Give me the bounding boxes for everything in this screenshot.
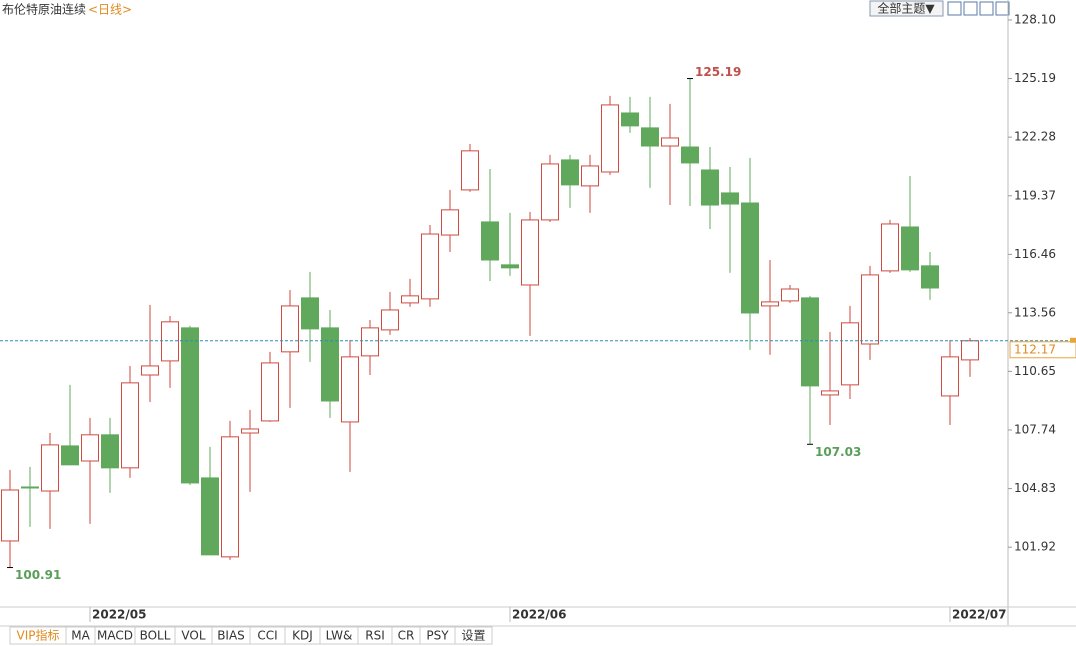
- candle-body: [681, 146, 699, 164]
- candle-body: [881, 223, 899, 272]
- toolbar-icons: [947, 1, 1010, 16]
- current-price-arrow: [1070, 337, 1076, 343]
- candle-body: [461, 150, 479, 191]
- candle-body: [341, 356, 359, 423]
- candle-body: [401, 295, 419, 304]
- indicator-tab-label[interactable]: RSI: [365, 629, 385, 643]
- candle-body: [221, 436, 239, 558]
- indicator-tab-label[interactable]: KDJ: [292, 629, 313, 643]
- candle-body: [941, 356, 959, 397]
- candle-body: [501, 264, 519, 269]
- candle-body: [161, 321, 179, 362]
- candle-body: [381, 309, 399, 331]
- candle-body: [241, 428, 259, 434]
- candle-body: [961, 340, 979, 361]
- y-tick-label: 107.74: [1014, 422, 1056, 436]
- icon-zoom[interactable]: [947, 1, 962, 16]
- candle-body: [521, 219, 539, 286]
- indicator-tab-label[interactable]: BOLL: [140, 629, 171, 643]
- candle-body: [841, 322, 859, 386]
- indicator-tab-label[interactable]: LW&: [326, 629, 353, 643]
- candle-body: [21, 486, 39, 489]
- candle-body: [201, 477, 219, 556]
- icon-shrink[interactable]: [963, 1, 978, 16]
- theme-button[interactable]: [869, 0, 944, 17]
- y-tick-label: 104.83: [1014, 481, 1056, 495]
- indicator-tab-label[interactable]: PSY: [426, 629, 449, 643]
- indicator-tab-label[interactable]: 设置: [461, 629, 485, 643]
- candle-body: [721, 192, 739, 205]
- candle-body: [801, 297, 819, 387]
- indicator-tab-label[interactable]: CR: [398, 629, 415, 643]
- candle-body: [821, 390, 839, 396]
- indicator-tab-label[interactable]: VIP指标: [17, 628, 60, 643]
- x-tick-label: 2022/07: [952, 608, 1006, 622]
- current-price-label: 112.17: [1014, 342, 1056, 356]
- candle-body: [181, 327, 199, 484]
- candle-body: [481, 221, 499, 261]
- indicator-tab-label[interactable]: BIAS: [217, 629, 245, 643]
- icon-back[interactable]: [979, 1, 994, 16]
- y-tick-label: 119.37: [1014, 188, 1056, 202]
- candle-body: [41, 444, 59, 492]
- candle-body: [921, 265, 939, 289]
- candle-body: [61, 445, 79, 466]
- icon-forward[interactable]: [995, 1, 1010, 16]
- high-label: 125.19: [695, 65, 741, 79]
- indicator-tab[interactable]: [454, 626, 493, 645]
- candle-body: [561, 159, 579, 186]
- candle-body: [861, 274, 879, 345]
- candle-body: [661, 137, 679, 147]
- y-tick-label: 101.92: [1014, 540, 1056, 554]
- candle-body: [101, 434, 119, 469]
- indicator-tab-label[interactable]: CCI: [257, 629, 277, 643]
- candle-body: [441, 209, 459, 236]
- candle-body: [741, 202, 759, 314]
- indicator-tab-label[interactable]: VOL: [181, 629, 205, 643]
- candle-body: [261, 362, 279, 422]
- current-price-box: [1009, 341, 1076, 359]
- candle-body: [1, 489, 19, 542]
- y-tick-label: 113.56: [1014, 305, 1056, 319]
- candle-body: [901, 226, 919, 271]
- period[interactable]: <日线>: [88, 3, 132, 17]
- candle-body: [781, 288, 799, 302]
- candle-body: [121, 382, 139, 469]
- candle-body: [281, 305, 299, 353]
- candle-body: [641, 127, 659, 147]
- candle-body: [581, 165, 599, 187]
- candle-body: [601, 104, 619, 173]
- chart-title: 布伦特原油连续: [2, 2, 86, 17]
- indicator-tab-label[interactable]: MA: [71, 629, 90, 643]
- candle-body: [81, 434, 99, 462]
- y-tick-label: 110.65: [1014, 364, 1056, 378]
- candle-body: [301, 297, 319, 330]
- theme-button-label[interactable]: 全部主题▼: [877, 1, 935, 16]
- y-tick-label: 116.46: [1014, 247, 1056, 261]
- indicator-tab-label[interactable]: MACD: [97, 629, 133, 643]
- candle-body: [421, 233, 439, 300]
- y-tick-label: 125.19: [1014, 71, 1056, 85]
- candle-body: [761, 301, 779, 307]
- low-label: 107.03: [815, 445, 861, 459]
- low-label: 100.91: [15, 568, 61, 582]
- y-tick-label: 128.10: [1014, 12, 1056, 26]
- candle-body: [361, 327, 379, 357]
- candle-body: [321, 327, 339, 402]
- candle-body: [541, 163, 559, 221]
- y-tick-label: 122.28: [1014, 130, 1056, 144]
- candle-body: [621, 112, 639, 127]
- x-tick-label: 2022/06: [512, 608, 566, 622]
- x-tick-label: 2022/05: [92, 608, 146, 622]
- candle-body: [141, 365, 159, 376]
- candle-body: [701, 169, 719, 206]
